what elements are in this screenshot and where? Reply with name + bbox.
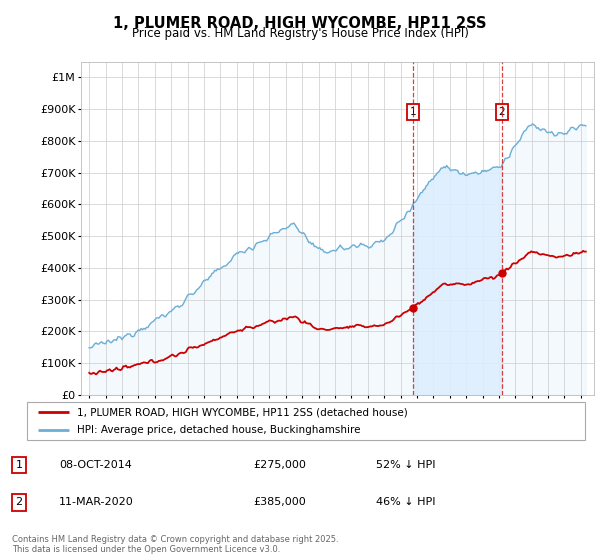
Text: 1, PLUMER ROAD, HIGH WYCOMBE, HP11 2SS: 1, PLUMER ROAD, HIGH WYCOMBE, HP11 2SS (113, 16, 487, 31)
Text: 1: 1 (410, 108, 416, 118)
Text: Contains HM Land Registry data © Crown copyright and database right 2025.
This d: Contains HM Land Registry data © Crown c… (12, 535, 338, 554)
Text: Price paid vs. HM Land Registry's House Price Index (HPI): Price paid vs. HM Land Registry's House … (131, 27, 469, 40)
FancyBboxPatch shape (27, 402, 585, 440)
Text: 11-MAR-2020: 11-MAR-2020 (59, 497, 134, 507)
Text: 08-OCT-2014: 08-OCT-2014 (59, 460, 132, 470)
Text: 1, PLUMER ROAD, HIGH WYCOMBE, HP11 2SS (detached house): 1, PLUMER ROAD, HIGH WYCOMBE, HP11 2SS (… (77, 407, 408, 417)
Text: HPI: Average price, detached house, Buckinghamshire: HPI: Average price, detached house, Buck… (77, 425, 361, 435)
Text: 52% ↓ HPI: 52% ↓ HPI (376, 460, 436, 470)
Text: 2: 2 (499, 108, 505, 118)
Text: 1: 1 (16, 460, 22, 470)
Text: £385,000: £385,000 (253, 497, 306, 507)
Text: 46% ↓ HPI: 46% ↓ HPI (376, 497, 436, 507)
Text: 2: 2 (16, 497, 22, 507)
Text: £275,000: £275,000 (253, 460, 306, 470)
